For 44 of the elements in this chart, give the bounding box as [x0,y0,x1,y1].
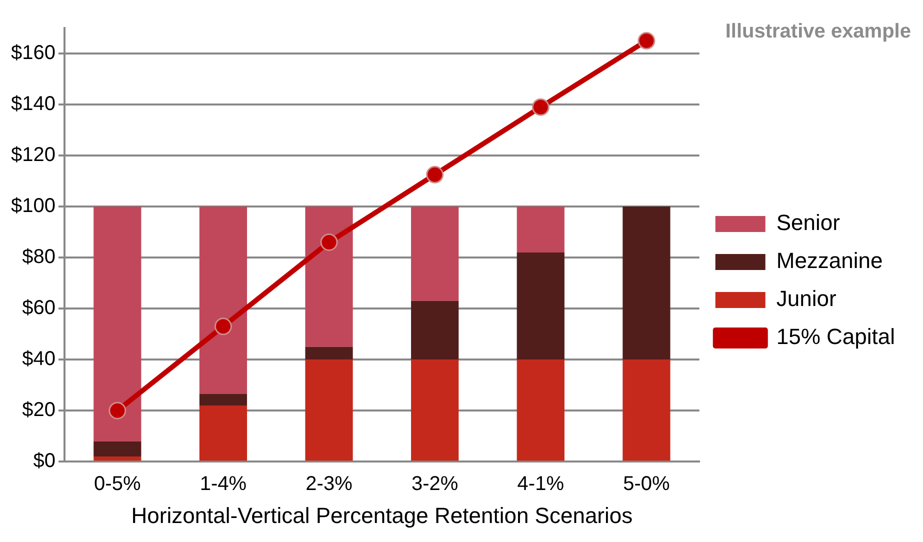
y-tick-label: $80 [22,246,56,268]
x-tick-label: 0-5% [94,473,141,496]
point [108,402,126,420]
point [638,32,656,50]
legend-label: Mezzanine [776,248,883,274]
y-tick-label: $120 [10,144,56,166]
bar [411,360,459,461]
bar [411,206,459,301]
bar [199,206,248,394]
bar [305,206,353,347]
y-tick-label: $20 [22,399,56,422]
x-tick-label: 5-0% [623,473,670,496]
y-tick-label: $40 [22,348,56,370]
bar [622,360,670,461]
bar [94,456,142,461]
x-tick-label: 1-4% [200,473,247,496]
bar [305,346,353,360]
legend-label: 15% Capital [776,324,896,350]
x-tick-label: 2-3% [306,473,353,496]
x-tick-label: 3-2% [411,473,458,496]
legend-label: Junior [776,286,836,312]
y-tick-label: $140 [10,93,56,116]
point [214,318,232,336]
point [426,166,444,184]
point [320,234,338,251]
y-tick-label: $100 [10,195,56,218]
bar [199,405,248,461]
y-tick-label: $0 [33,450,56,472]
bar [516,206,564,252]
bar [305,360,353,461]
text: Illustrative example [725,20,911,43]
bar [94,206,142,442]
bar [411,300,459,360]
bar [199,394,248,406]
bar [94,441,142,456]
y-tick-label: $160 [10,42,56,64]
y-tick-label: $60 [22,297,56,320]
x-tick-label: 4-1% [517,473,564,496]
point [532,98,550,116]
bar [516,252,564,360]
legend-label: Senior [776,210,840,236]
bar [622,206,670,360]
bar [516,360,564,461]
x-axis-title: Horizontal-Vertical Percentage Retention Scenarios [131,502,633,528]
